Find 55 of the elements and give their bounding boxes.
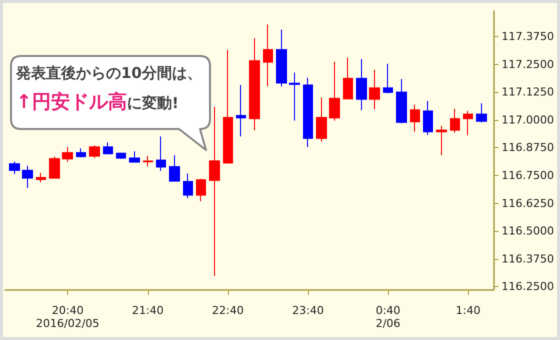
candlestick <box>36 172 46 183</box>
candlestick <box>303 77 313 148</box>
x-tick-label: 22:40 <box>212 304 244 317</box>
y-tick-label: 117.0000 <box>502 113 554 126</box>
candlestick <box>76 148 86 158</box>
candlestick <box>22 165 33 188</box>
candlestick <box>450 108 460 134</box>
candlestick <box>369 69 380 110</box>
candlestick <box>356 58 367 111</box>
candlestick <box>289 72 300 122</box>
y-tick-label: 116.8750 <box>502 141 554 154</box>
y-tick-label: 116.2500 <box>502 280 554 294</box>
y-tick-label: 116.7500 <box>502 169 554 182</box>
candlestick <box>423 100 433 136</box>
annotation: ↑円安ドル高 <box>16 91 127 113</box>
annotation: に変動! <box>126 94 179 112</box>
y-tick-label: 116.3750 <box>502 252 554 266</box>
candlestick <box>396 78 407 124</box>
candlestick <box>49 156 60 179</box>
candlestick <box>436 125 447 156</box>
x-tick-label: 1:40 <box>456 304 481 317</box>
x-tick-label: 0:40 2/06 <box>376 304 400 330</box>
candlestick <box>476 102 487 123</box>
candlestick <box>383 63 393 94</box>
candlestick <box>316 96 327 142</box>
candlestick <box>236 84 246 137</box>
annotation: 発表直後からの10分間は、 <box>16 64 202 82</box>
candlestick <box>103 142 113 155</box>
candlestick <box>183 173 193 199</box>
candlestick <box>329 61 340 122</box>
candlestick <box>62 146 73 162</box>
candlestick <box>263 24 273 87</box>
candlestick <box>276 29 287 87</box>
candlestick <box>410 104 420 132</box>
y-tick-label: 116.5000 <box>502 224 554 238</box>
candlestick <box>143 155 153 167</box>
candlestick <box>116 152 126 160</box>
candlestick <box>223 49 233 164</box>
candlestick <box>89 145 100 158</box>
candlestick <box>249 38 260 131</box>
candlestick <box>169 154 180 182</box>
candlestick <box>9 161 20 175</box>
y-tick-label: 117.2500 <box>502 58 554 71</box>
candlestick <box>156 136 166 172</box>
candlestick <box>343 56 353 100</box>
x-tick-label: 23:40 <box>292 304 324 317</box>
y-tick-label: 117.1250 <box>502 86 554 99</box>
candlestick <box>463 110 473 136</box>
y-tick-label: 116.6250 <box>502 196 554 210</box>
x-tick-label: 20:40 2016/02/05 <box>36 304 100 330</box>
candlestick <box>196 178 206 202</box>
candlestick <box>129 150 140 163</box>
x-tick-label: 21:40 <box>132 304 164 317</box>
candlestick <box>209 106 220 276</box>
y-tick-label: 117.3750 <box>502 30 554 44</box>
